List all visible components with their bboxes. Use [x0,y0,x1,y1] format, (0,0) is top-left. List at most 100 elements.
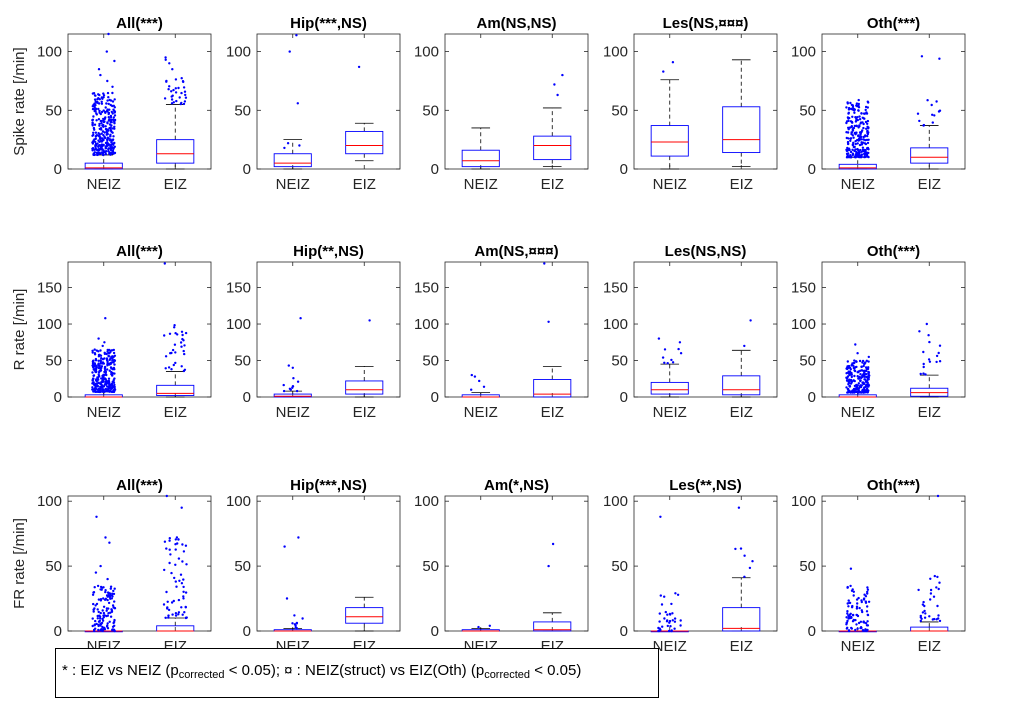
outlier-point [856,352,859,355]
outlier-point [739,547,743,550]
box-iqr [722,375,761,396]
outlier-point [109,357,112,360]
outlier-point [99,148,102,151]
axes-frame [67,261,212,398]
y-tick-label: 100 [226,44,251,61]
outlier-point [482,385,486,388]
outlier-point [106,91,110,95]
outlier-point [99,369,103,372]
outlier-point [106,79,109,83]
outlier-point [102,143,105,147]
outlier-point [171,94,174,97]
outlier-point [863,135,867,138]
outlier-point [931,121,934,124]
outlier-point [858,118,862,121]
outlier-point [845,156,849,159]
outlier-point [859,373,862,376]
outlier-point [865,367,868,371]
outlier-point [97,118,101,121]
panel-title: Oth(***) [867,477,920,494]
outlier-point [112,361,115,364]
box-iqr [650,381,689,395]
y-tick-label: 50 [422,558,439,575]
outlier-point [99,599,103,602]
outlier-point [99,362,103,365]
outlier-point [174,580,177,583]
outlier-point [170,102,174,105]
outlier-point [98,140,101,143]
outlier-point [862,149,865,153]
outlier-point [860,599,863,602]
outlier-point [93,98,97,101]
outlier-point [848,155,851,159]
outlier-point [919,372,922,376]
x-tick-label-neiz: NEIZ [464,176,498,193]
outlier-point [851,148,854,151]
outlier-point [935,354,939,358]
outlier-point [112,147,115,150]
outlier-point [858,606,861,610]
x-tick-label-eiz: EIZ [164,176,187,193]
outlier-point [103,351,106,354]
outlier-point [859,379,862,383]
outlier-point [95,622,98,626]
outlier-point [666,624,669,628]
outlier-point [106,368,109,371]
outlier-point [855,152,859,155]
outlier-point [111,595,114,598]
outlier-point [177,598,181,602]
outlier-point [163,97,167,100]
outlier-point [179,341,183,344]
outlier-point [91,364,94,367]
outlier-point [91,593,95,596]
outlier-point [91,149,94,152]
outlier-point [851,391,855,394]
box-iqr [533,379,572,398]
outlier-point [111,604,115,607]
outlier-point [857,596,860,600]
x-tick-label-eiz: EIZ [353,176,376,193]
outlier-point [113,118,117,122]
y-tick-label: 0 [431,623,439,640]
outlier-point [850,606,854,609]
outlier-point [95,515,98,518]
outlier-point [106,110,109,113]
outlier-point [743,344,746,348]
outlier-point [851,614,855,617]
box-iqr [84,162,123,170]
outlier-point [168,332,172,335]
outlier-point [166,600,169,603]
box-iqr [722,106,761,154]
legend-sub1: corrected [178,669,225,681]
outlier-point [743,554,746,557]
outlier-point [98,93,101,97]
outlier-point [918,119,921,123]
outlier-point [864,380,868,383]
outlier-point [103,357,106,360]
outlier-point [929,588,933,592]
outlier-point [91,142,95,145]
outlier-point [104,370,108,373]
outlier-point [163,568,166,572]
y-tick-label: 0 [620,161,628,178]
outlier-point [923,604,926,608]
outlier-point [111,138,115,141]
outlier-point [107,111,111,115]
y-tick-label: 0 [54,623,62,640]
outlier-point [106,614,110,617]
outlier-point [98,133,102,136]
outlier-point [96,384,99,388]
outlier-point [99,152,102,155]
outlier-point [866,590,869,594]
axes-frame [67,495,212,632]
outlier-point [857,102,860,106]
outlier-point [938,344,942,347]
outlier-point [857,390,861,393]
outlier-point [855,605,859,608]
outlier-point [857,155,860,159]
outlier-point [864,120,868,124]
outlier-point [864,601,868,604]
outlier-point [845,621,848,624]
outlier-point [673,620,677,623]
outlier-point [929,577,932,580]
